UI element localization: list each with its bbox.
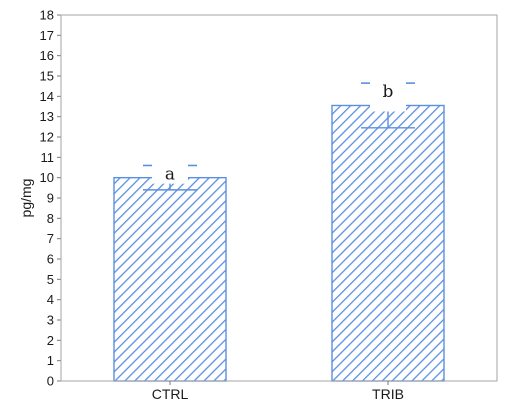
- plot-frame: [60, 14, 498, 382]
- y-tick-label: 3: [47, 313, 54, 328]
- y-tick-label: 16: [40, 48, 54, 63]
- x-axis-labels: CTRL TRIB: [152, 381, 404, 402]
- x-category-label: TRIB: [372, 386, 404, 402]
- y-tick-label: 12: [40, 130, 54, 145]
- y-tick-label: 15: [40, 69, 54, 84]
- bar-ctrl: [113, 176, 227, 382]
- y-tick-label: 9: [47, 191, 54, 206]
- y-tick-label: 0: [47, 374, 54, 389]
- significance-label-bg: [152, 167, 188, 184]
- significance-label-bg: [370, 85, 406, 112]
- y-tick-label: 14: [40, 89, 54, 104]
- significance-label: a: [165, 164, 175, 184]
- y-tick-label: 2: [47, 333, 54, 348]
- y-tick-label: 7: [47, 231, 54, 246]
- significance-label: b: [383, 82, 394, 102]
- y-tick-label: 1: [47, 353, 54, 368]
- bars: ab: [113, 82, 445, 382]
- y-tick-label: 6: [47, 252, 54, 267]
- x-category-label: CTRL: [152, 386, 189, 402]
- y-tick-label: 17: [40, 28, 54, 43]
- y-tick-label: 11: [41, 150, 55, 165]
- y-tick-label: 4: [47, 292, 54, 307]
- y-tick-label: 5: [47, 272, 54, 287]
- y-tick-label: 8: [47, 211, 54, 226]
- y-tick-label: 10: [40, 170, 54, 185]
- bar-trib: [331, 104, 445, 382]
- y-tick-label: 13: [40, 109, 54, 124]
- y-axis-title: pg/mg: [18, 179, 34, 218]
- y-tick-label: 18: [40, 8, 54, 23]
